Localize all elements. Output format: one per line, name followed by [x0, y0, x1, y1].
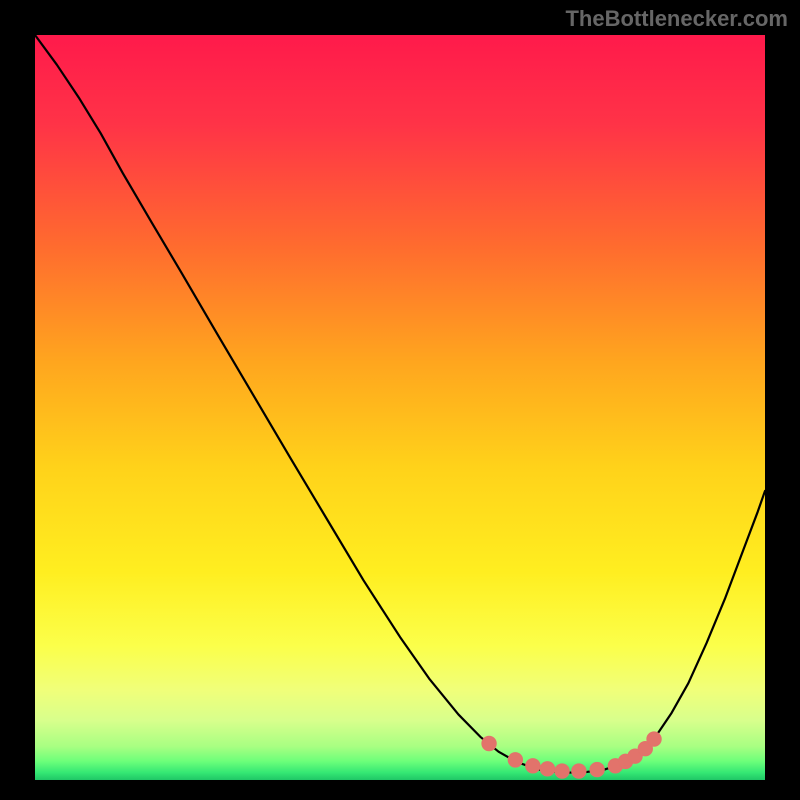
chart-svg: [35, 35, 765, 780]
curve-line: [35, 35, 765, 773]
plot-area: [35, 35, 765, 780]
data-dot: [572, 764, 586, 778]
data-dot: [526, 759, 540, 773]
data-dot: [590, 762, 604, 776]
data-dot: [647, 732, 661, 746]
chart-root: TheBottlenecker.com: [0, 0, 800, 800]
dots-group: [482, 732, 661, 778]
data-dot: [555, 764, 569, 778]
data-dot: [482, 736, 496, 750]
data-dot: [540, 762, 554, 776]
data-dot: [508, 753, 522, 767]
watermark-text: TheBottlenecker.com: [565, 6, 788, 32]
